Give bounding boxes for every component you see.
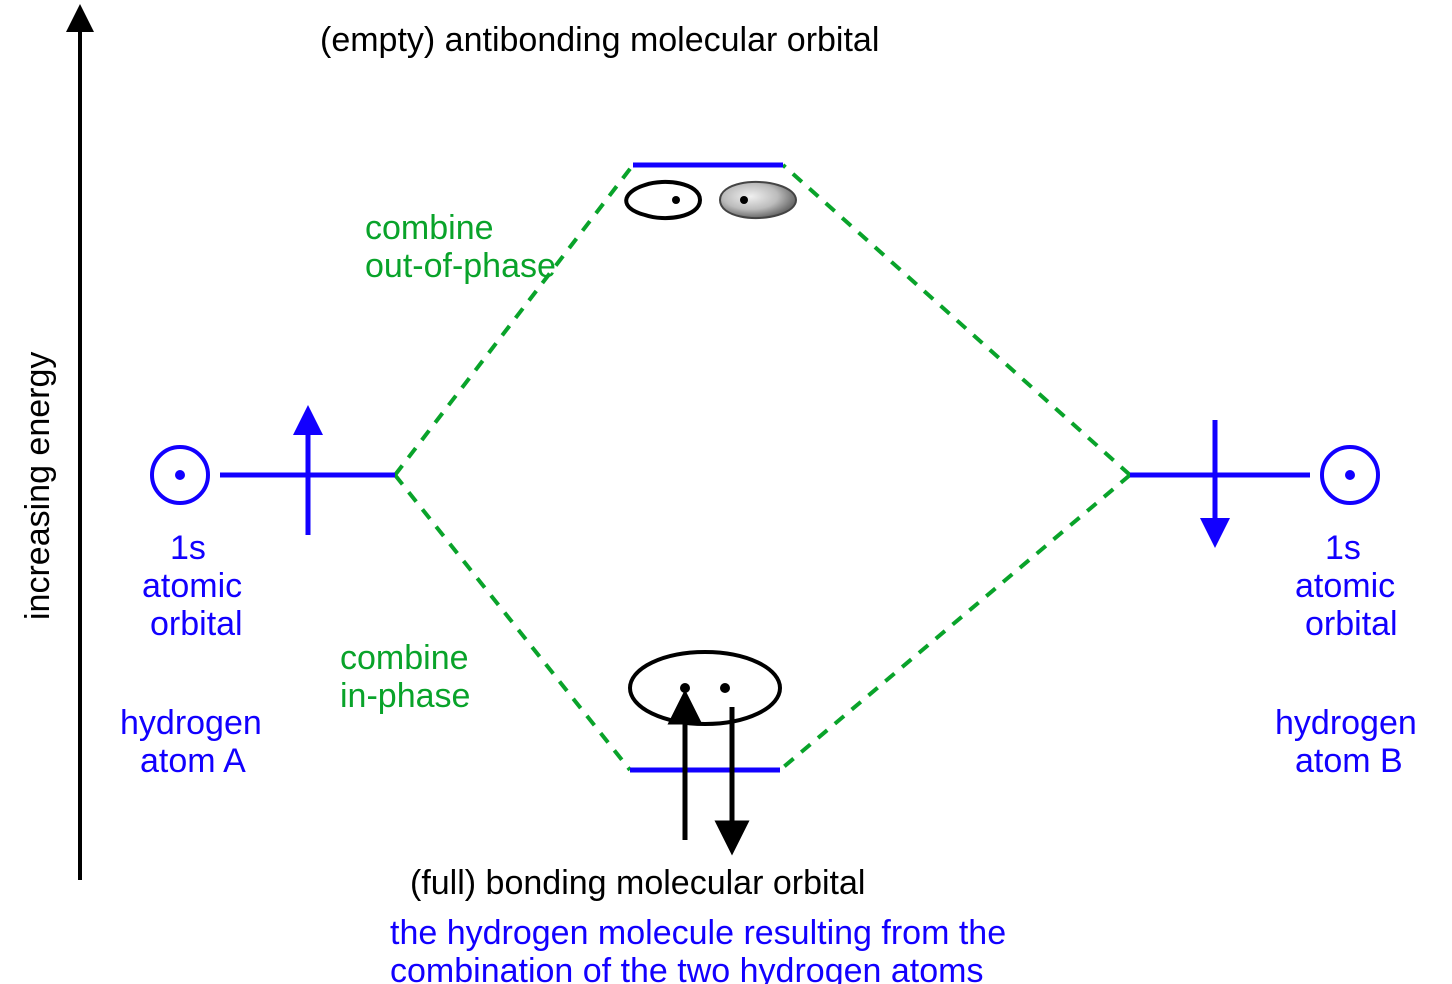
left-1s-line2: atomic (142, 568, 242, 605)
bonding-title: (full) bonding molecular orbital (410, 865, 865, 902)
dash-right-up (783, 165, 1130, 475)
antibonding-left-lobe (626, 182, 700, 218)
bonding-orbital-shape (630, 652, 780, 724)
hydrogen-a-line1: hydrogen (120, 705, 262, 742)
mo-diagram-canvas: increasing energy (empty) antibonding mo… (0, 0, 1452, 984)
right-1s-line1: 1s (1325, 530, 1361, 567)
left-1s-line3: orbital (150, 606, 243, 643)
dash-left-down (395, 475, 630, 770)
right-atom-circle (1322, 447, 1378, 503)
hydrogen-a-line2: atom A (140, 743, 246, 780)
left-1s-line1: 1s (170, 530, 206, 567)
energy-axis-label: increasing energy (20, 352, 57, 620)
antibonding-title: (empty) antibonding molecular orbital (320, 22, 879, 59)
antibonding-right-dot (740, 196, 748, 204)
right-1s-line2: atomic (1295, 568, 1395, 605)
bonding-nucleus-dot-2 (720, 683, 730, 693)
right-atom-dot (1345, 470, 1355, 480)
combine-in-line2: in-phase (340, 678, 470, 715)
hydrogen-b-line1: hydrogen (1275, 705, 1417, 742)
left-atom-circle (152, 447, 208, 503)
right-1s-line3: orbital (1305, 606, 1398, 643)
bonding-nucleus-dot-1 (680, 683, 690, 693)
left-atom-dot (175, 470, 185, 480)
combine-out-line1: combine (365, 210, 494, 247)
result-line2: combination of the two hydrogen atoms (390, 953, 983, 984)
antibonding-left-dot (672, 196, 680, 204)
dash-right-down (780, 475, 1130, 770)
combine-in-line1: combine (340, 640, 469, 677)
diagram-svg (0, 0, 1452, 984)
combine-out-line2: out-of-phase (365, 248, 556, 285)
result-line1: the hydrogen molecule resulting from the (390, 915, 1006, 952)
hydrogen-b-line2: atom B (1295, 743, 1403, 780)
antibonding-right-lobe (720, 182, 796, 218)
